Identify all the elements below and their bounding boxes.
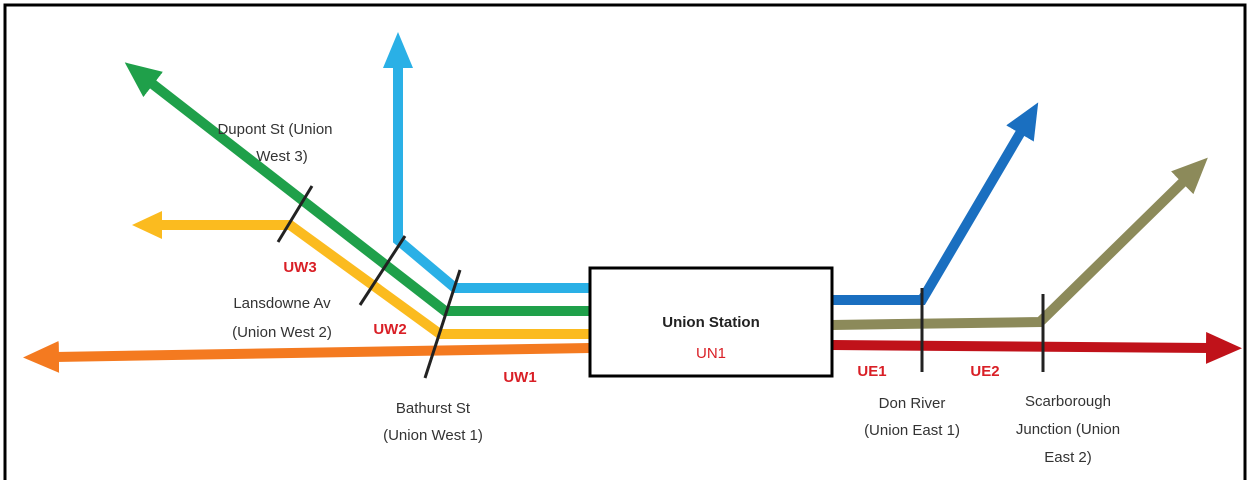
station-name: Union Station	[662, 314, 760, 331]
boundary-label: (Union East 1)	[864, 422, 960, 439]
track-light-blue	[383, 32, 590, 293]
boundary-line	[358, 235, 407, 306]
zone-label: UW3	[283, 259, 316, 276]
boundary-label: Junction (Union	[1016, 421, 1120, 438]
boundary-label: (Union West 2)	[232, 324, 332, 341]
boundary-line	[276, 185, 314, 243]
zone-label: UE1	[857, 363, 886, 380]
track-green	[124, 62, 590, 316]
track-dark-blue	[832, 102, 1039, 305]
boundary-label: Scarborough	[1025, 393, 1111, 410]
boundary-label: East 2)	[1044, 449, 1092, 466]
boundary-line	[423, 269, 462, 379]
station-box	[588, 266, 834, 378]
station-code: UN1	[696, 345, 726, 362]
track-yellow	[132, 211, 590, 339]
boundary-label: Don River	[879, 395, 946, 412]
boundary-label: Dupont St (Union	[217, 121, 332, 138]
boundary-label: West 3)	[256, 148, 307, 165]
boundary-label: Bathurst St	[396, 400, 471, 417]
boundary-label: (Union West 1)	[383, 427, 483, 444]
boundary-label: Lansdowne Av	[233, 295, 331, 312]
track-orange	[23, 340, 591, 373]
zone-label: UW2	[373, 321, 406, 338]
track-red	[831, 331, 1242, 364]
zone-label: UE2	[970, 363, 999, 380]
zone-label: UW1	[503, 369, 536, 386]
frame	[3, 3, 1247, 480]
track-olive	[831, 157, 1208, 330]
